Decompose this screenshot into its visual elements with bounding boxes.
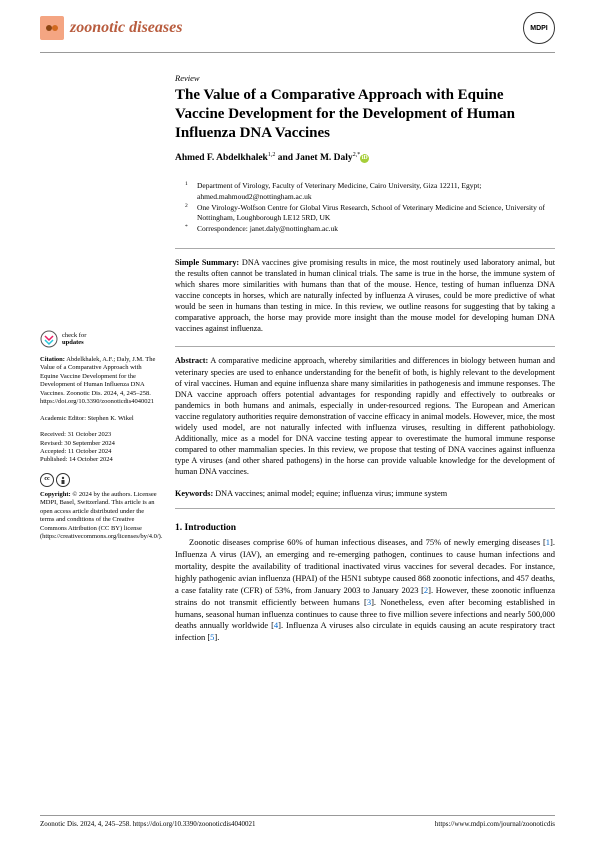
dates-block: Received: 31 October 2023 Revised: 30 Se… bbox=[40, 431, 160, 465]
aff-corr: * Correspondence: janet.daly@nottingham.… bbox=[185, 224, 555, 234]
section-1-body: Zoonotic diseases comprise 60% of human … bbox=[175, 537, 555, 644]
published-date: Published: 14 October 2024 bbox=[40, 456, 160, 464]
keywords: Keywords: DNA vaccines; animal model; eq… bbox=[175, 489, 555, 509]
author-2: Janet M. Daly bbox=[295, 153, 352, 163]
aff-1: 1 Department of Virology, Faculty of Vet… bbox=[185, 181, 555, 201]
abstract-label: Abstract: bbox=[175, 356, 208, 365]
aff-corr-text: Correspondence: janet.daly@nottingham.ac… bbox=[197, 224, 338, 234]
summary-text: DNA vaccines give promising results in m… bbox=[175, 258, 555, 333]
orcid-icon: iD bbox=[360, 154, 369, 163]
check-line2: updates bbox=[62, 339, 86, 346]
author-2-aff: 2,* bbox=[353, 152, 361, 158]
cc-icon: cc bbox=[40, 473, 54, 487]
copyright-text: © 2024 by the authors. Licensee MDPI, Ba… bbox=[40, 491, 162, 540]
license-block: cc Copyright: © 2024 by the authors. Lic… bbox=[40, 473, 160, 542]
summary-label: Simple Summary: bbox=[175, 258, 239, 267]
author-1: Ahmed F. Abdelkhalek bbox=[175, 153, 268, 163]
check-line1: check for bbox=[62, 332, 86, 339]
header-bar: zoonotic diseases MDPI bbox=[0, 0, 595, 52]
abstract: Abstract: A comparative medicine approac… bbox=[175, 346, 555, 477]
simple-summary: Simple Summary: DNA vaccines give promis… bbox=[175, 248, 555, 334]
sidebar: check for updates Citation: Abdelkhalek,… bbox=[40, 330, 160, 549]
by-icon bbox=[56, 473, 70, 487]
received-date: Received: 31 October 2023 bbox=[40, 431, 160, 439]
mdpi-logo: MDPI bbox=[523, 12, 555, 44]
check-updates-icon bbox=[40, 330, 58, 348]
article-title: The Value of a Comparative Approach with… bbox=[175, 86, 555, 142]
cc-icons: cc bbox=[40, 473, 160, 487]
p1a: Zoonotic diseases comprise 60% of human … bbox=[189, 537, 546, 547]
mdpi-text: MDPI bbox=[530, 25, 548, 32]
check-updates-text: check for updates bbox=[62, 332, 86, 346]
aff-1-num: 1 bbox=[185, 181, 191, 201]
editor-text: Stephen K. Wikel bbox=[86, 415, 134, 422]
aff-2-text: One Virology-Wolfson Centre for Global V… bbox=[197, 203, 555, 223]
aff-2-num: 2 bbox=[185, 203, 191, 223]
affiliations: 1 Department of Virology, Faculty of Vet… bbox=[175, 181, 555, 234]
section-1-heading: 1. Introduction bbox=[175, 523, 555, 533]
journal-logo-icon bbox=[40, 16, 64, 40]
footer-right: https://www.mdpi.com/journal/zoonoticdis bbox=[435, 820, 555, 828]
aff-1-text: Department of Virology, Faculty of Veter… bbox=[197, 181, 555, 201]
p1f: ]. bbox=[214, 632, 219, 642]
revised-date: Revised: 30 September 2024 bbox=[40, 440, 160, 448]
aff-corr-sym: * bbox=[185, 224, 191, 234]
footer-left: Zoonotic Dis. 2024, 4, 245–258. https://… bbox=[40, 820, 256, 828]
aff-2: 2 One Virology-Wolfson Centre for Global… bbox=[185, 203, 555, 223]
editor-label: Academic Editor: bbox=[40, 415, 86, 422]
citation-label: Citation: bbox=[40, 356, 65, 363]
citation-block: Citation: Abdelkhalek, A.F.; Daly, J.M. … bbox=[40, 356, 160, 407]
author-and: and bbox=[275, 153, 295, 163]
keywords-label: Keywords: bbox=[175, 489, 213, 498]
article-type: Review bbox=[175, 73, 555, 83]
citation-text: Abdelkhalek, A.F.; Daly, J.M. The Value … bbox=[40, 356, 155, 405]
abstract-text: A comparative medicine approach, whereby… bbox=[175, 356, 555, 476]
journal-name: zoonotic diseases bbox=[70, 19, 182, 37]
copyright-label: Copyright: bbox=[40, 491, 71, 498]
footer: Zoonotic Dis. 2024, 4, 245–258. https://… bbox=[40, 815, 555, 828]
authors: Ahmed F. Abdelkhalek1,2 and Janet M. Dal… bbox=[175, 152, 555, 163]
keywords-text: DNA vaccines; animal model; equine; infl… bbox=[213, 489, 447, 498]
accepted-date: Accepted: 11 October 2024 bbox=[40, 448, 160, 456]
journal-logo: zoonotic diseases bbox=[40, 16, 182, 40]
check-updates[interactable]: check for updates bbox=[40, 330, 160, 348]
editor-block: Academic Editor: Stephen K. Wikel bbox=[40, 415, 160, 423]
